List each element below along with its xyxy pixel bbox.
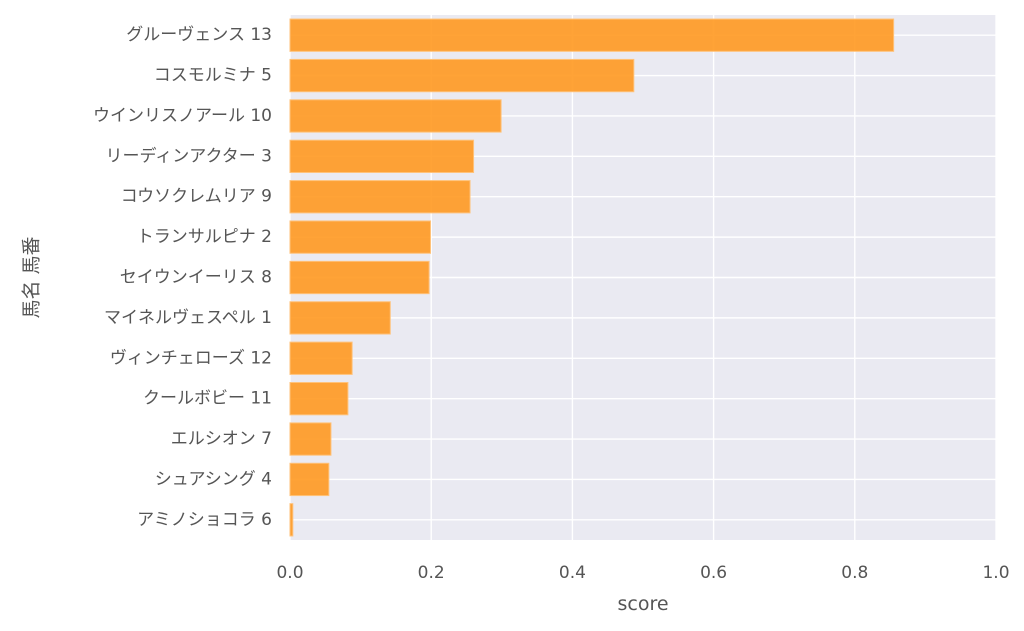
- bar: [289, 180, 471, 214]
- y-tick-label: アミノショコラ 6: [137, 510, 272, 530]
- x-tick-label: 0.6: [700, 563, 727, 583]
- y-tick-label: トランサルピナ 2: [137, 227, 272, 247]
- y-tick-label: コスモルミナ 5: [154, 66, 272, 86]
- y-tick-label: コウソクレムリア 9: [121, 187, 272, 207]
- x-axis-title: score: [617, 593, 668, 615]
- bars: [289, 18, 895, 537]
- y-tick-label: ウインリスノアール 10: [93, 106, 272, 126]
- bar: [289, 422, 332, 456]
- y-tick-labels: グルーヴェンス 13 コスモルミナ 5 ウインリスノアール 10 リーディンアクター …: [93, 25, 272, 530]
- x-tick-label: 0.4: [559, 563, 586, 583]
- x-tick-label: 0.2: [418, 563, 445, 583]
- y-tick-label: ヴィンチェローズ 12: [110, 348, 272, 368]
- bar: [289, 18, 895, 52]
- bar: [289, 139, 475, 173]
- bar: [289, 301, 391, 335]
- y-tick-label: クールボビー 11: [143, 389, 272, 409]
- y-tick-label: エルシオン 7: [171, 429, 272, 449]
- bar: [289, 99, 502, 133]
- y-axis-title: 馬名 馬番: [21, 236, 43, 318]
- y-tick-label: セイウンイーリス 8: [120, 268, 272, 288]
- y-tick-label: リーディンアクター 3: [106, 145, 273, 166]
- x-tick-label: 1.0: [982, 563, 1009, 583]
- x-tick-labels: 0.0 0.2 0.4 0.6 0.8 1.0: [276, 563, 1009, 583]
- bar: [289, 503, 294, 537]
- y-tick-label: グルーヴェンス 13: [126, 25, 272, 45]
- bar: [289, 462, 330, 497]
- bar: [289, 341, 353, 375]
- bar: [289, 260, 430, 295]
- bar: [289, 220, 431, 254]
- y-tick-label: マイネルヴェスペル 1: [104, 308, 272, 328]
- bar: [289, 58, 635, 93]
- bar: [289, 382, 349, 416]
- x-tick-label: 0.0: [276, 563, 303, 583]
- x-tick-label: 0.8: [841, 563, 868, 583]
- y-tick-label: シュアシング 4: [155, 469, 272, 489]
